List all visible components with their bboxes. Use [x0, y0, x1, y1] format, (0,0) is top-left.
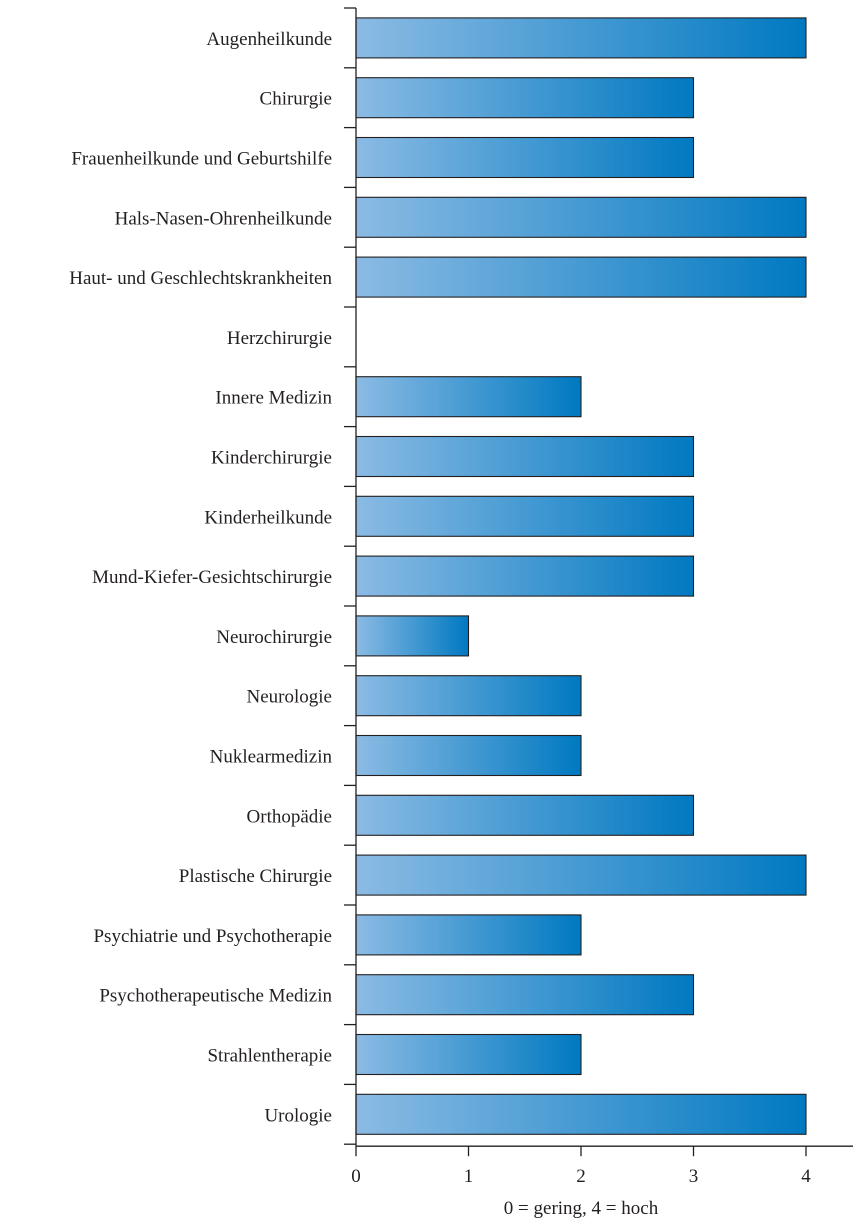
- category-label: Nuklearmedizin: [210, 747, 333, 768]
- bars-layer: [355, 17, 807, 1135]
- category-labels: Augenheilkunde Chirurgie Frauenheilkunde u…: [69, 29, 332, 1126]
- category-label: Psychotherapeutische Medizin: [99, 986, 332, 1007]
- bar: [355, 256, 807, 298]
- category-label: Kinderchirurgie: [211, 448, 332, 469]
- category-label: Chirurgie: [260, 89, 332, 110]
- bar: [355, 495, 695, 537]
- bar: [355, 974, 695, 1016]
- x-tick-label: 2: [576, 1166, 586, 1187]
- bar: [355, 555, 695, 597]
- category-label: Innere Medizin: [215, 388, 332, 409]
- category-label: Orthopädie: [247, 806, 332, 827]
- category-label: Haut- und Geschlechtskrankheiten: [69, 268, 332, 289]
- bar: [355, 376, 582, 418]
- bar: [355, 1033, 582, 1076]
- category-label: Augenheilkunde: [206, 29, 332, 50]
- category-label: Hals-Nasen-Ohrenheilkunde: [115, 208, 332, 229]
- category-label: Neurologie: [247, 687, 332, 708]
- category-label: Mund-Kiefer-Gesichtschirurgie: [92, 567, 332, 588]
- bar: [355, 734, 582, 777]
- bar: [355, 615, 470, 657]
- bar: [355, 794, 695, 836]
- x-tick-label: 1: [464, 1166, 474, 1187]
- category-label: Kinderheilkunde: [204, 507, 332, 528]
- x-tick-label: 4: [801, 1166, 811, 1187]
- bar: [355, 136, 695, 179]
- bar: [355, 675, 582, 717]
- category-label: Psychiatrie und Psychotherapie: [93, 926, 332, 947]
- bar: [355, 914, 582, 956]
- category-label: Herzchirurgie: [227, 328, 332, 349]
- category-label: Plastische Chirurgie: [179, 866, 332, 887]
- category-label: Urologie: [264, 1105, 332, 1126]
- x-tick-label: 0: [351, 1166, 361, 1187]
- bar: [355, 77, 695, 119]
- bar: [355, 196, 807, 238]
- bar: [355, 1093, 807, 1135]
- category-label: Strahlentherapie: [207, 1046, 332, 1067]
- bar: [355, 854, 807, 896]
- x-tick-label: 3: [689, 1166, 699, 1187]
- bar: [355, 17, 807, 59]
- axes-layer: [355, 8, 853, 1147]
- x-axis-title: 0 = gering, 4 = hoch: [504, 1198, 659, 1219]
- bar: [355, 435, 695, 478]
- category-label: Frauenheilkunde und Geburtshilfe: [71, 149, 332, 170]
- category-label: Neurochirurgie: [216, 627, 332, 648]
- ticks-layer: 0 1 2 3 4: [344, 7, 811, 1187]
